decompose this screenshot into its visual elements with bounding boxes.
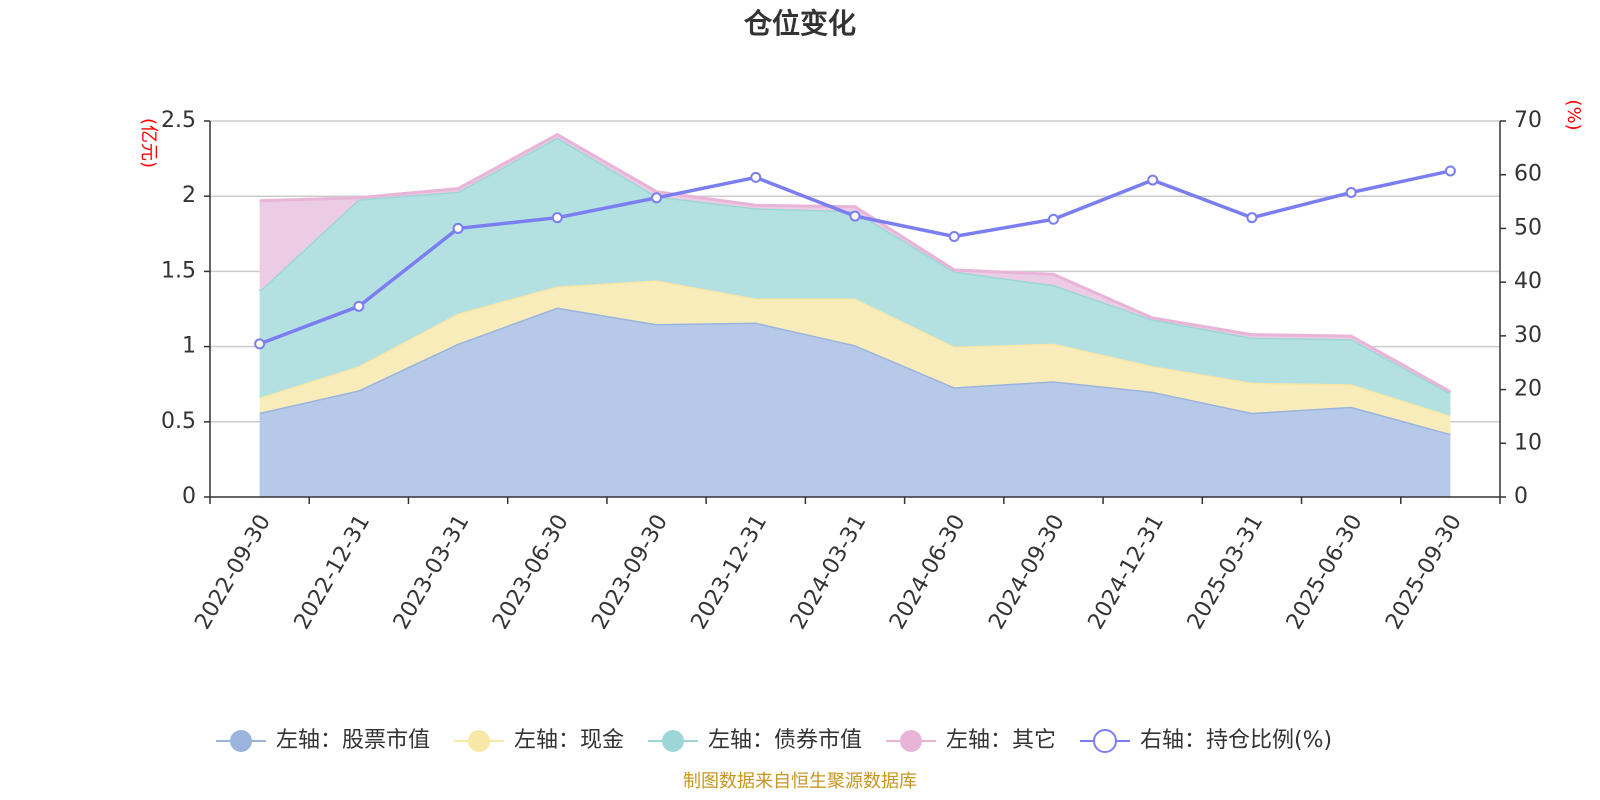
holding-ratio-point [254,338,266,350]
area-series-3 [259,137,1451,416]
legend-label: 左轴：现金 [514,728,624,753]
source-note: 制图数据来自恒生聚源数据库 [683,771,917,792]
holding-ratio-point [353,300,365,312]
holding-ratio-point [452,222,464,234]
holding-ratio-point [551,212,563,224]
legend-label: 右轴：持仓比例(%) [1140,728,1332,753]
area-series-2 [259,280,1451,434]
x-tick-label: 2022-09-30 [190,511,276,634]
holding-ratio-point [948,230,960,242]
legend-item-1: 左轴：股票市值 [216,728,430,753]
left-tick-label: 0 [182,484,196,509]
holding-ratio-point [1444,165,1456,177]
legend-marker-circle [468,730,490,752]
holding-ratio-point [1147,174,1159,186]
legend-marker-circle [1093,729,1117,753]
holding-ratio-point [1047,213,1059,225]
x-tick-label: 2024-03-31 [786,511,872,634]
stacked-areas [258,132,1452,497]
legend-marker-circle [662,730,684,752]
left-tick-label: 1.5 [161,258,196,283]
x-tick-label: 2023-03-31 [389,511,475,634]
holding-ratio-point [849,210,861,222]
x-tick-label: 2025-06-30 [1282,511,1368,634]
x-tick-label: 2023-09-30 [587,511,673,634]
left-tick-label: 2 [182,183,196,208]
area-series-1 [259,307,1451,497]
legend-label: 左轴：其它 [946,728,1056,753]
holding-ratio-point [651,192,663,204]
x-tick-label: 2024-06-30 [885,511,971,634]
x-tick-label: 2023-06-30 [488,511,574,634]
chart-title: 仓位变化 [744,7,856,40]
right-tick-label: 40 [1514,269,1542,294]
legend-label: 左轴：股票市值 [276,728,430,753]
legend-marker-circle [900,730,922,752]
left-tick-label: 2.5 [161,108,196,133]
holding-ratio-point [1345,186,1357,198]
area-series-edge-4 [259,132,1452,394]
left-tick-label: 1 [182,334,196,359]
right-tick-label: 30 [1514,323,1542,348]
holding-ratio-point [750,171,762,183]
holding-ratio-point [1246,212,1258,224]
right-tick-label: 60 [1514,162,1542,187]
right-axis-unit: (%) [1563,99,1584,130]
legend-label: 左轴：债券市值 [708,728,862,753]
legend-item-4: 左轴：其它 [886,728,1056,753]
legend-item-3: 左轴：债券市值 [648,728,862,753]
legend-item-2: 左轴：现金 [454,728,624,753]
x-tick-label: 2025-03-31 [1183,511,1269,634]
x-tick-label: 2025-09-30 [1381,511,1467,634]
legend-marker-circle [230,730,252,752]
holding-ratio-line [254,165,1456,350]
x-tick-label: 2023-12-31 [687,511,773,634]
right-tick-label: 50 [1514,215,1542,240]
legend: 左轴：股票市值 左轴：现金 左轴：债券市值 左轴：其它 右轴：持仓比例(%) [216,728,1332,753]
right-tick-label: 10 [1514,430,1542,455]
left-axis-unit: (亿元) [138,118,159,168]
legend-item-5: 右轴：持仓比例(%) [1080,728,1332,753]
left-tick-label: 0.5 [161,409,196,434]
x-tick-label: 2024-12-31 [1084,511,1170,634]
right-tick-label: 20 [1514,377,1542,402]
right-tick-label: 70 [1514,108,1542,133]
x-tick-label: 2022-12-31 [290,511,376,634]
right-tick-label: 0 [1514,484,1528,509]
x-tick-label: 2024-09-30 [984,511,1070,634]
